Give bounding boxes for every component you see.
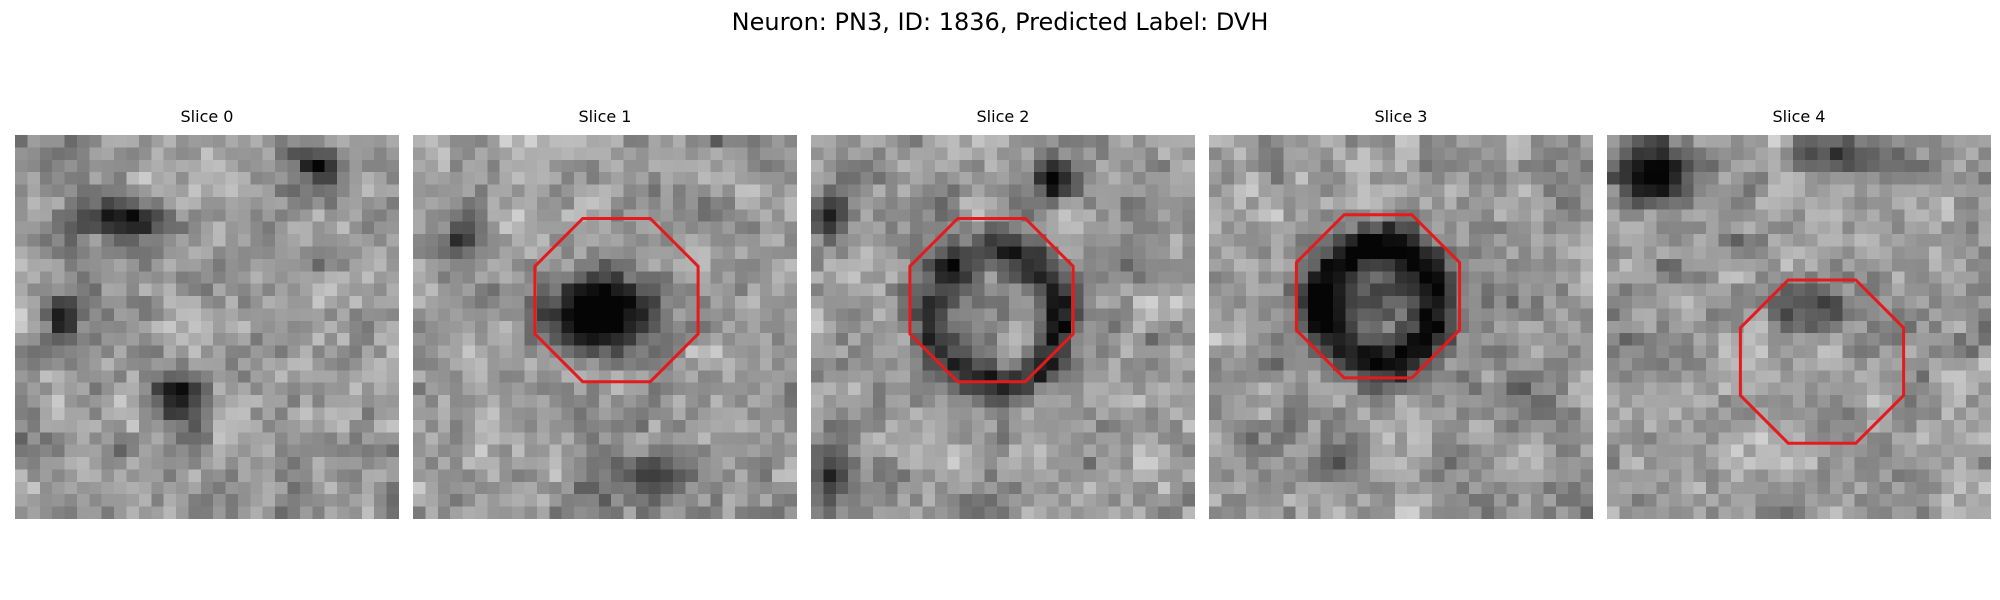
slice-image [15,135,399,519]
slice-image [811,135,1195,519]
roi-outline [1738,278,1906,445]
slice-image [1209,135,1593,519]
slice-title: Slice 3 [1374,107,1428,126]
roi-outline [533,217,700,384]
slice-title: Slice 1 [578,107,632,126]
slice-image [1607,135,1991,519]
slice-image [413,135,797,519]
slice-title: Slice 0 [180,107,234,126]
slice-title: Slice 2 [976,107,1030,126]
figure-title: Neuron: PN3, ID: 1836, Predicted Label: … [731,8,1269,36]
roi-outline [1294,213,1462,380]
slice-title: Slice 4 [1772,107,1826,126]
roi-outline [908,217,1075,384]
